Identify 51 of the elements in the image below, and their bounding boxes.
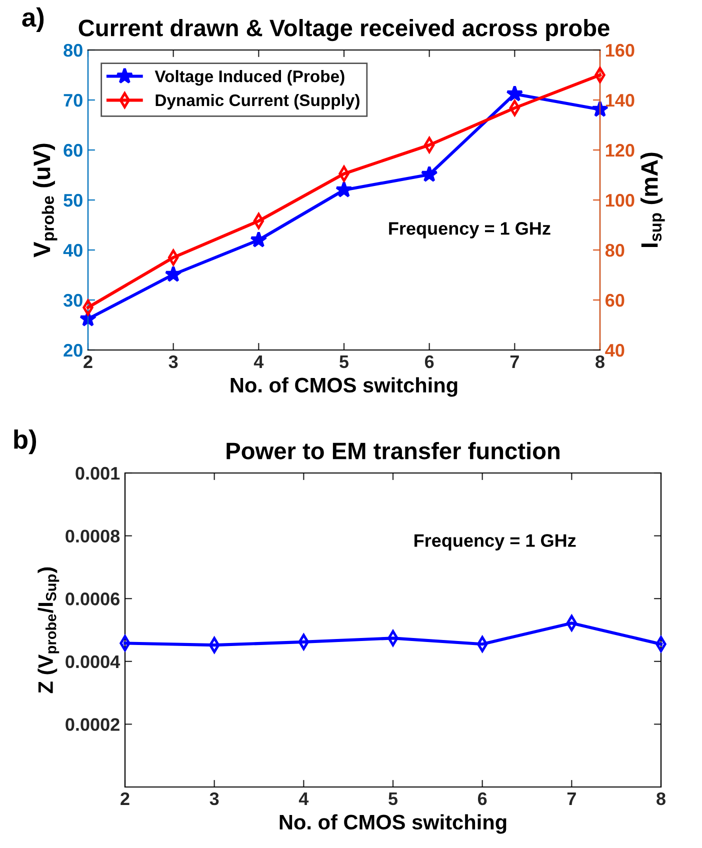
x-axis-title: No. of CMOS switching bbox=[280, 814, 506, 834]
legend-label: Dynamic Current (Supply) bbox=[156, 94, 360, 110]
annotation: Frequency = 1 GHz bbox=[389, 222, 550, 238]
x-axis-title: No. of CMOS switching bbox=[230, 377, 458, 397]
y-tick-label: 0.001 bbox=[76, 466, 120, 480]
x-tick-label: 5 bbox=[388, 792, 398, 806]
x-tick-label: 7 bbox=[510, 356, 519, 368]
x-tick-label: 5 bbox=[340, 356, 349, 368]
y2-tick-label: 80 bbox=[605, 244, 624, 257]
y2-axis-title: I$_{sup}$ (mA) bbox=[640, 152, 665, 248]
chart-title: Power to EM transfer function bbox=[226, 442, 560, 460]
text: a) bbox=[22, 7, 44, 32]
legend-label: Voltage Induced (Probe) bbox=[154, 70, 344, 86]
y-tick-label: 40 bbox=[63, 244, 82, 257]
y-tick-label: 0.0004 bbox=[66, 655, 120, 668]
chart-title: Current drawn & Voltage received across probe bbox=[78, 19, 610, 42]
y-tick-label: 0.0002 bbox=[66, 718, 120, 731]
y2-tick-label: 120 bbox=[606, 144, 634, 157]
y2-tick-label: 60 bbox=[606, 294, 624, 307]
x-tick-label: 6 bbox=[424, 355, 434, 368]
x-tick-label: 8 bbox=[656, 792, 666, 806]
point bbox=[164, 266, 182, 282]
point bbox=[335, 181, 353, 198]
y-tick-label: 30 bbox=[63, 294, 82, 307]
annotation: Frequency = 1 GHz bbox=[414, 534, 576, 550]
point bbox=[250, 231, 268, 248]
x-tick-label: 4 bbox=[254, 356, 264, 368]
y-tick-label: 70 bbox=[64, 94, 82, 107]
y2-tick-label: 40 bbox=[605, 344, 624, 357]
text: b) bbox=[14, 430, 36, 454]
x-tick-label: 2 bbox=[120, 792, 130, 805]
y-tick-label: 80 bbox=[64, 44, 82, 57]
x-tick-label: 4 bbox=[298, 792, 309, 805]
point bbox=[506, 85, 524, 102]
x-tick-label: 6 bbox=[478, 792, 487, 806]
y-tick-label: 20 bbox=[64, 344, 82, 357]
x-tick-label: 7 bbox=[567, 792, 576, 805]
x-tick-label: 3 bbox=[210, 792, 219, 806]
x-tick-label: 2 bbox=[84, 355, 92, 368]
x-tick-label: 3 bbox=[168, 355, 178, 368]
y2-tick-label: 160 bbox=[606, 44, 634, 57]
y-axis-title: Z (V$_{probe}$/I$_{Sup}$) bbox=[38, 567, 60, 694]
y2-tick-label: 140 bbox=[606, 94, 634, 107]
point bbox=[420, 166, 438, 182]
y-axis-title: V$_{probe}$ (uV) bbox=[32, 144, 58, 258]
y-tick-label: 0.0006 bbox=[66, 592, 120, 606]
x-tick-label: 8 bbox=[596, 355, 604, 368]
y-tick-label: 60 bbox=[64, 144, 82, 157]
y-tick-label: 0.0008 bbox=[66, 530, 120, 543]
y2-tick-label: 100 bbox=[606, 194, 634, 207]
y-tick-label: 50 bbox=[64, 194, 82, 207]
